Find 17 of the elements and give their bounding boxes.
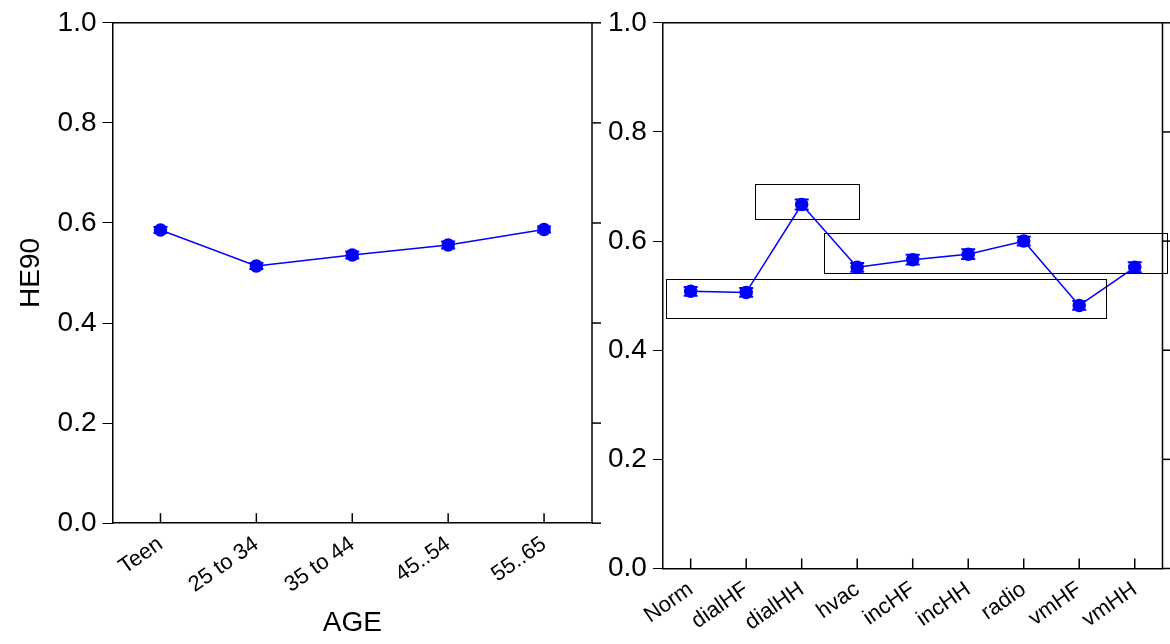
x-tick-label: 25 to 34 xyxy=(183,530,263,597)
y-tick-label: 0.8 xyxy=(57,105,97,137)
y-tick-label: 1.0 xyxy=(607,5,647,37)
y-tick-label: 1.0 xyxy=(57,5,97,37)
y-tick-label: 0.2 xyxy=(57,405,97,437)
y-tick-label: 0.6 xyxy=(607,223,647,255)
y-tick-label: 0.2 xyxy=(607,442,647,474)
y-tick-label: 0.0 xyxy=(57,505,97,537)
y-tick-label: 0.8 xyxy=(607,114,647,146)
y-axis-title: HE90 xyxy=(13,237,45,309)
y-tick-label: 0.6 xyxy=(57,205,97,237)
y-tick-label: 0.4 xyxy=(57,305,97,337)
x-tick-label: Teen xyxy=(113,530,167,579)
y-tick-label: 0.0 xyxy=(607,551,647,583)
y-tick-label: 0.4 xyxy=(607,332,647,364)
x-tick-label: 35 to 44 xyxy=(279,530,359,597)
x-axis-title: AGE xyxy=(322,605,382,637)
